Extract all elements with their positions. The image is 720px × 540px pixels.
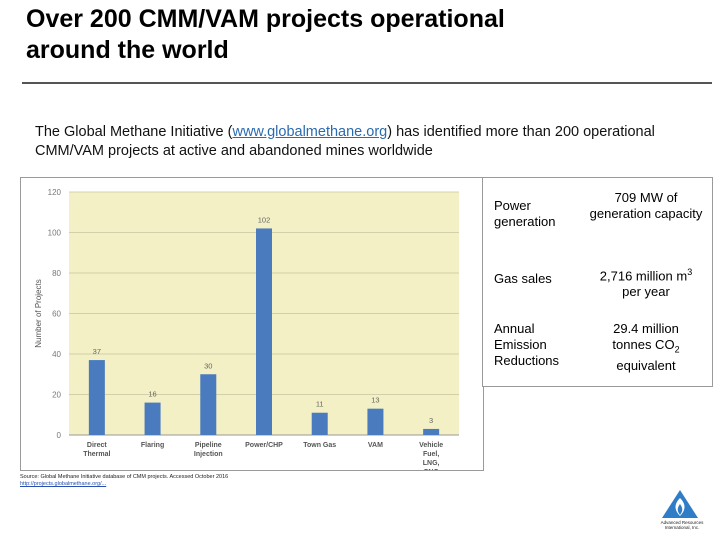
source-note: Source: Global Methane Initiative databa… xyxy=(20,474,228,488)
bar xyxy=(311,412,328,435)
stat-value-gas-tail: per year xyxy=(622,284,670,300)
category-label: Thermal xyxy=(83,451,110,458)
stat-value-power: 709 MW of generation capacity xyxy=(589,190,703,221)
data-label: 3 xyxy=(429,416,433,425)
stat-value-emissions: 29.4 million tonnes CO2 equivalent xyxy=(612,321,680,373)
page-title: Over 200 CMM/VAM projects operational ar… xyxy=(26,5,505,64)
stat-value-gas: 2,716 million m3 per year xyxy=(599,267,693,300)
stat-value-emissions-line1: 29.4 million xyxy=(613,321,679,336)
category-label: Flaring xyxy=(141,442,164,449)
stat-value-emissions-line3: equivalent xyxy=(616,357,676,373)
y-tick-label: 120 xyxy=(48,188,62,197)
y-axis-label: Number of Projects xyxy=(34,279,43,347)
data-label: 37 xyxy=(93,347,101,356)
stat-label-gas: Gas sales xyxy=(494,271,552,286)
stats-panel: Power generation 709 MW of generation ca… xyxy=(482,177,713,387)
data-label: 16 xyxy=(148,390,156,399)
title-divider xyxy=(22,82,712,84)
flame-logo-icon xyxy=(662,490,698,518)
category-label: Injection xyxy=(194,451,223,458)
category-label: Direct xyxy=(87,442,108,449)
stat-label-emissions: Annual Emission Reductions xyxy=(494,321,560,368)
source-text: Source: Global Methane Initiative databa… xyxy=(20,474,229,480)
stat-value-emissions-line2: tonnes CO xyxy=(612,337,675,352)
logo-name: Advanced Resources International, Inc. xyxy=(660,520,704,530)
y-tick-label: 60 xyxy=(52,310,61,319)
y-tick-label: 40 xyxy=(52,350,61,359)
category-label: VAM xyxy=(368,442,383,449)
intro-text: The Global Methane Initiative (www.globa… xyxy=(35,123,675,161)
y-tick-label: 0 xyxy=(57,431,62,440)
bar xyxy=(367,408,384,435)
y-tick-label: 80 xyxy=(52,269,61,278)
bar-chart: 0 20 40 60 80 100 120 Number of Projects 37 Direc… xyxy=(20,177,484,471)
data-label: 11 xyxy=(316,400,324,409)
data-label: 30 xyxy=(204,361,212,370)
category-label: Town Gas xyxy=(303,442,336,449)
data-label: 102 xyxy=(258,215,271,224)
y-tick-label: 20 xyxy=(52,391,61,400)
source-link[interactable]: http://projects.globalmethane.org/... xyxy=(20,481,107,487)
y-tick-label: 100 xyxy=(48,229,62,238)
intro-text-end: ) has identified more than 200 operation… xyxy=(35,124,655,159)
company-logo: Advanced Resources International, Inc. xyxy=(650,488,710,536)
category-label: LNG, xyxy=(423,460,440,467)
stat-value-gas-main: 2,716 million m xyxy=(599,268,688,284)
stat-label-power: Power generation xyxy=(494,198,556,229)
category-label: CNG xyxy=(423,469,439,470)
category-label: Pipeline xyxy=(195,442,222,449)
category-label: Power/CHP xyxy=(245,442,283,449)
globalmethane-link[interactable]: www.globalmethane.org xyxy=(232,124,388,140)
bar-chart-svg: 0 20 40 60 80 100 120 Number of Projects 37 Direc… xyxy=(34,188,459,470)
category-label: Vehicle xyxy=(419,442,443,449)
category-label: Fuel, xyxy=(423,451,439,458)
bar xyxy=(200,374,217,435)
bar xyxy=(144,402,161,435)
bar xyxy=(423,428,440,435)
intro-text-start: The Global Methane Initiative ( xyxy=(35,124,233,140)
bar xyxy=(256,228,272,435)
data-label: 13 xyxy=(371,396,379,405)
bar xyxy=(88,360,105,435)
